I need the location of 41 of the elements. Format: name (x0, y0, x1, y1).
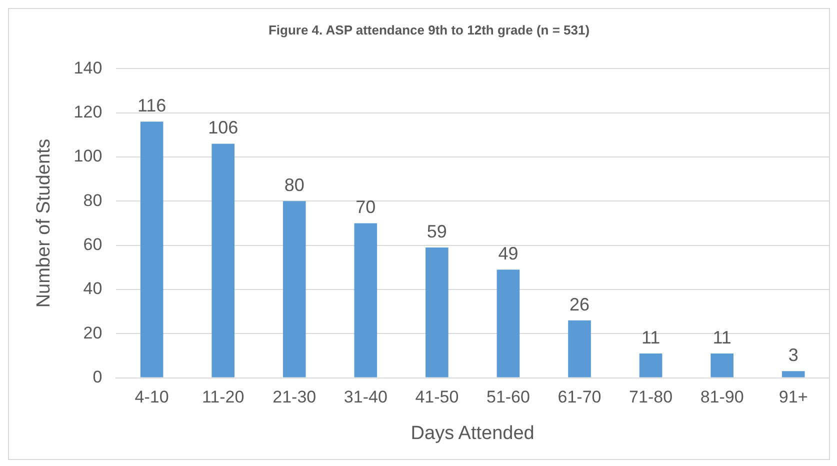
y-tick-label: 80 (83, 190, 102, 210)
data-label: 11 (641, 327, 660, 348)
x-tick-label: 21-30 (272, 388, 316, 407)
y-tick-label: 140 (74, 58, 102, 78)
x-tick-label: 4-10 (134, 388, 169, 407)
data-label: 116 (137, 96, 166, 116)
bar (710, 354, 734, 378)
bar (639, 354, 662, 378)
data-label: 49 (498, 244, 518, 264)
bar (496, 270, 520, 378)
chart-title: Figure 4. ASP attendance 9th to 12th grade (n = 531) (268, 22, 590, 38)
bar (140, 122, 164, 378)
y-tick-label: 40 (83, 279, 102, 298)
x-tick-label: 81-90 (700, 388, 744, 407)
x-tick-label: 11-20 (202, 388, 244, 407)
bar (782, 371, 805, 378)
bar (212, 144, 234, 378)
y-tick-label: 20 (83, 323, 102, 342)
bar (354, 223, 378, 378)
x-tick-label: 91+ (778, 388, 808, 407)
y-axis-title: Number of Students (34, 138, 55, 308)
y-tick-label: 0 (92, 367, 102, 386)
y-tick-label: 60 (83, 234, 102, 254)
x-tick-label: 61-70 (558, 388, 602, 407)
data-label: 59 (426, 221, 447, 242)
y-tick-label: 120 (74, 102, 102, 122)
x-tick-label: 51-60 (486, 388, 530, 407)
bar (282, 201, 306, 378)
x-tick-label: 31-40 (344, 388, 388, 407)
x-axis-title: Days Attended (410, 422, 534, 444)
x-tick-label: 71-80 (629, 388, 673, 407)
bar (568, 320, 591, 378)
bar (426, 247, 448, 378)
y-tick-label: 100 (74, 146, 102, 166)
data-label: 26 (569, 294, 590, 314)
data-label: 70 (356, 197, 376, 218)
data-label: 106 (208, 118, 238, 138)
data-label: 11 (712, 327, 732, 348)
data-label: 80 (284, 175, 304, 196)
x-tick-label: 41-50 (415, 388, 459, 407)
data-label: 3 (788, 345, 798, 366)
